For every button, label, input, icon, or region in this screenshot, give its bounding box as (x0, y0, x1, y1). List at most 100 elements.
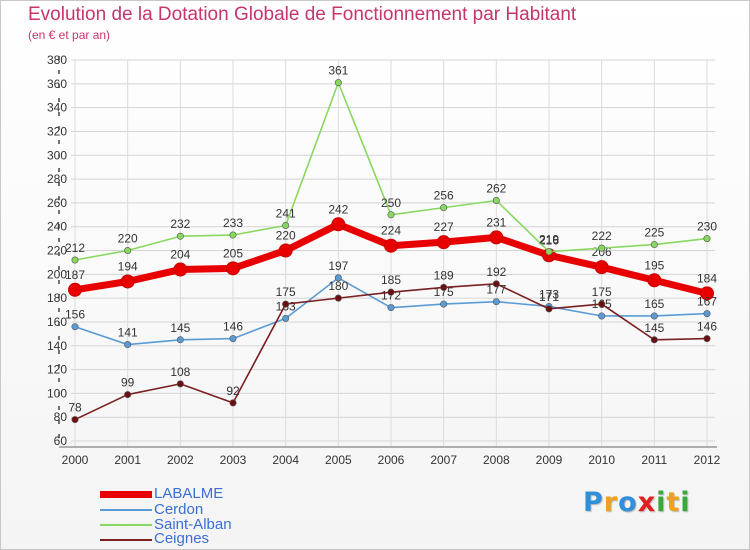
data-label: 189 (434, 268, 454, 282)
data-point (436, 235, 451, 250)
y-tick-label: 100 (47, 386, 67, 400)
data-label: 108 (170, 365, 190, 379)
data-point (71, 256, 79, 264)
data-label: 256 (434, 189, 454, 203)
data-label: 175 (276, 285, 296, 299)
data-point (492, 196, 500, 204)
data-point (331, 217, 346, 232)
x-tick-label: 2008 (483, 453, 510, 467)
y-tick-label: 260 (47, 196, 67, 210)
data-point (334, 294, 342, 302)
data-label: 184 (697, 271, 717, 285)
data-label: 361 (328, 64, 348, 78)
data-point (229, 399, 237, 407)
data-label: 141 (118, 326, 138, 340)
data-point (703, 235, 711, 243)
proxiti-logo: Proxiti (583, 487, 691, 518)
data-label: 212 (65, 241, 85, 255)
data-label: 232 (170, 217, 190, 231)
data-point (176, 336, 184, 344)
data-label: 242 (328, 202, 348, 216)
data-label: 192 (486, 265, 506, 279)
x-tick-label: 2012 (694, 453, 721, 467)
legend-label-cerdon: Cerdon (154, 501, 204, 518)
data-label: 180 (328, 279, 348, 293)
legend-label-saint-alban: Saint-Alban (154, 516, 232, 533)
data-point (440, 300, 448, 308)
data-point (229, 335, 237, 343)
data-label: 227 (434, 220, 454, 234)
data-point (124, 341, 132, 349)
data-point (650, 312, 658, 320)
data-point (387, 304, 395, 312)
data-label: 173 (539, 287, 559, 301)
logo-letter: i (656, 487, 667, 518)
logo-letter: P (583, 487, 604, 518)
data-label: 220 (276, 229, 296, 243)
data-label: 230 (697, 220, 717, 234)
data-point (703, 310, 711, 318)
legend-swatch-cerdon (100, 509, 152, 511)
x-tick-label: 2001 (114, 453, 141, 467)
data-point (650, 241, 658, 249)
data-point (440, 283, 448, 291)
logo-letter: i (680, 487, 691, 518)
y-tick-label: 360 (47, 77, 67, 91)
data-label: 171 (539, 290, 559, 304)
legend-swatch-labalme (100, 491, 152, 498)
logo-letter: o (618, 487, 638, 518)
x-tick-label: 2005 (325, 453, 352, 467)
y-tick-label: 60 (54, 434, 68, 448)
data-label: 167 (697, 295, 717, 309)
x-tick-label: 2006 (378, 453, 405, 467)
data-point (384, 238, 398, 253)
data-label: 195 (644, 258, 664, 272)
logo-letter: x (637, 487, 657, 518)
data-label: 78 (68, 401, 82, 415)
data-label: 262 (486, 181, 506, 195)
data-point (124, 247, 132, 255)
data-point (703, 335, 711, 343)
x-tick-label: 2010 (588, 453, 615, 467)
y-tick-label: 340 (47, 101, 67, 115)
data-point (545, 305, 553, 313)
data-point (226, 261, 240, 276)
legend-label-labalme: LABALME (154, 485, 224, 502)
data-point (700, 286, 714, 301)
data-label: 146 (223, 320, 243, 334)
data-label: 145 (644, 321, 664, 335)
logo-letter: t (666, 487, 681, 518)
data-point (124, 391, 132, 399)
data-point (545, 248, 553, 256)
data-point (598, 300, 606, 308)
data-point (282, 221, 290, 229)
data-label: 222 (592, 229, 612, 243)
x-tick-label: 2004 (272, 453, 299, 467)
data-label: 219 (539, 233, 559, 247)
data-point (598, 312, 606, 320)
data-label: 99 (121, 376, 135, 390)
legend-swatch-ceignes (100, 539, 152, 541)
legend-swatch-saint-alban (100, 524, 152, 526)
data-label: 250 (381, 196, 401, 210)
data-label: 175 (592, 285, 612, 299)
data-label: 197 (328, 259, 348, 273)
x-tick-label: 2009 (536, 453, 563, 467)
data-point (282, 300, 290, 308)
x-tick-label: 2000 (62, 453, 89, 467)
legend-label-ceignes: Ceignes (154, 530, 210, 547)
data-point (278, 243, 293, 258)
data-label: 156 (65, 308, 85, 322)
x-tick-label: 2003 (220, 453, 247, 467)
y-tick-label: 320 (47, 124, 67, 138)
data-point (647, 273, 662, 288)
data-point (176, 232, 184, 240)
y-tick-label: 120 (47, 363, 67, 377)
data-point (68, 282, 82, 297)
data-point (492, 298, 500, 306)
data-label: 92 (226, 384, 240, 398)
data-point (594, 260, 609, 275)
data-point (173, 262, 188, 277)
data-point (440, 204, 448, 212)
